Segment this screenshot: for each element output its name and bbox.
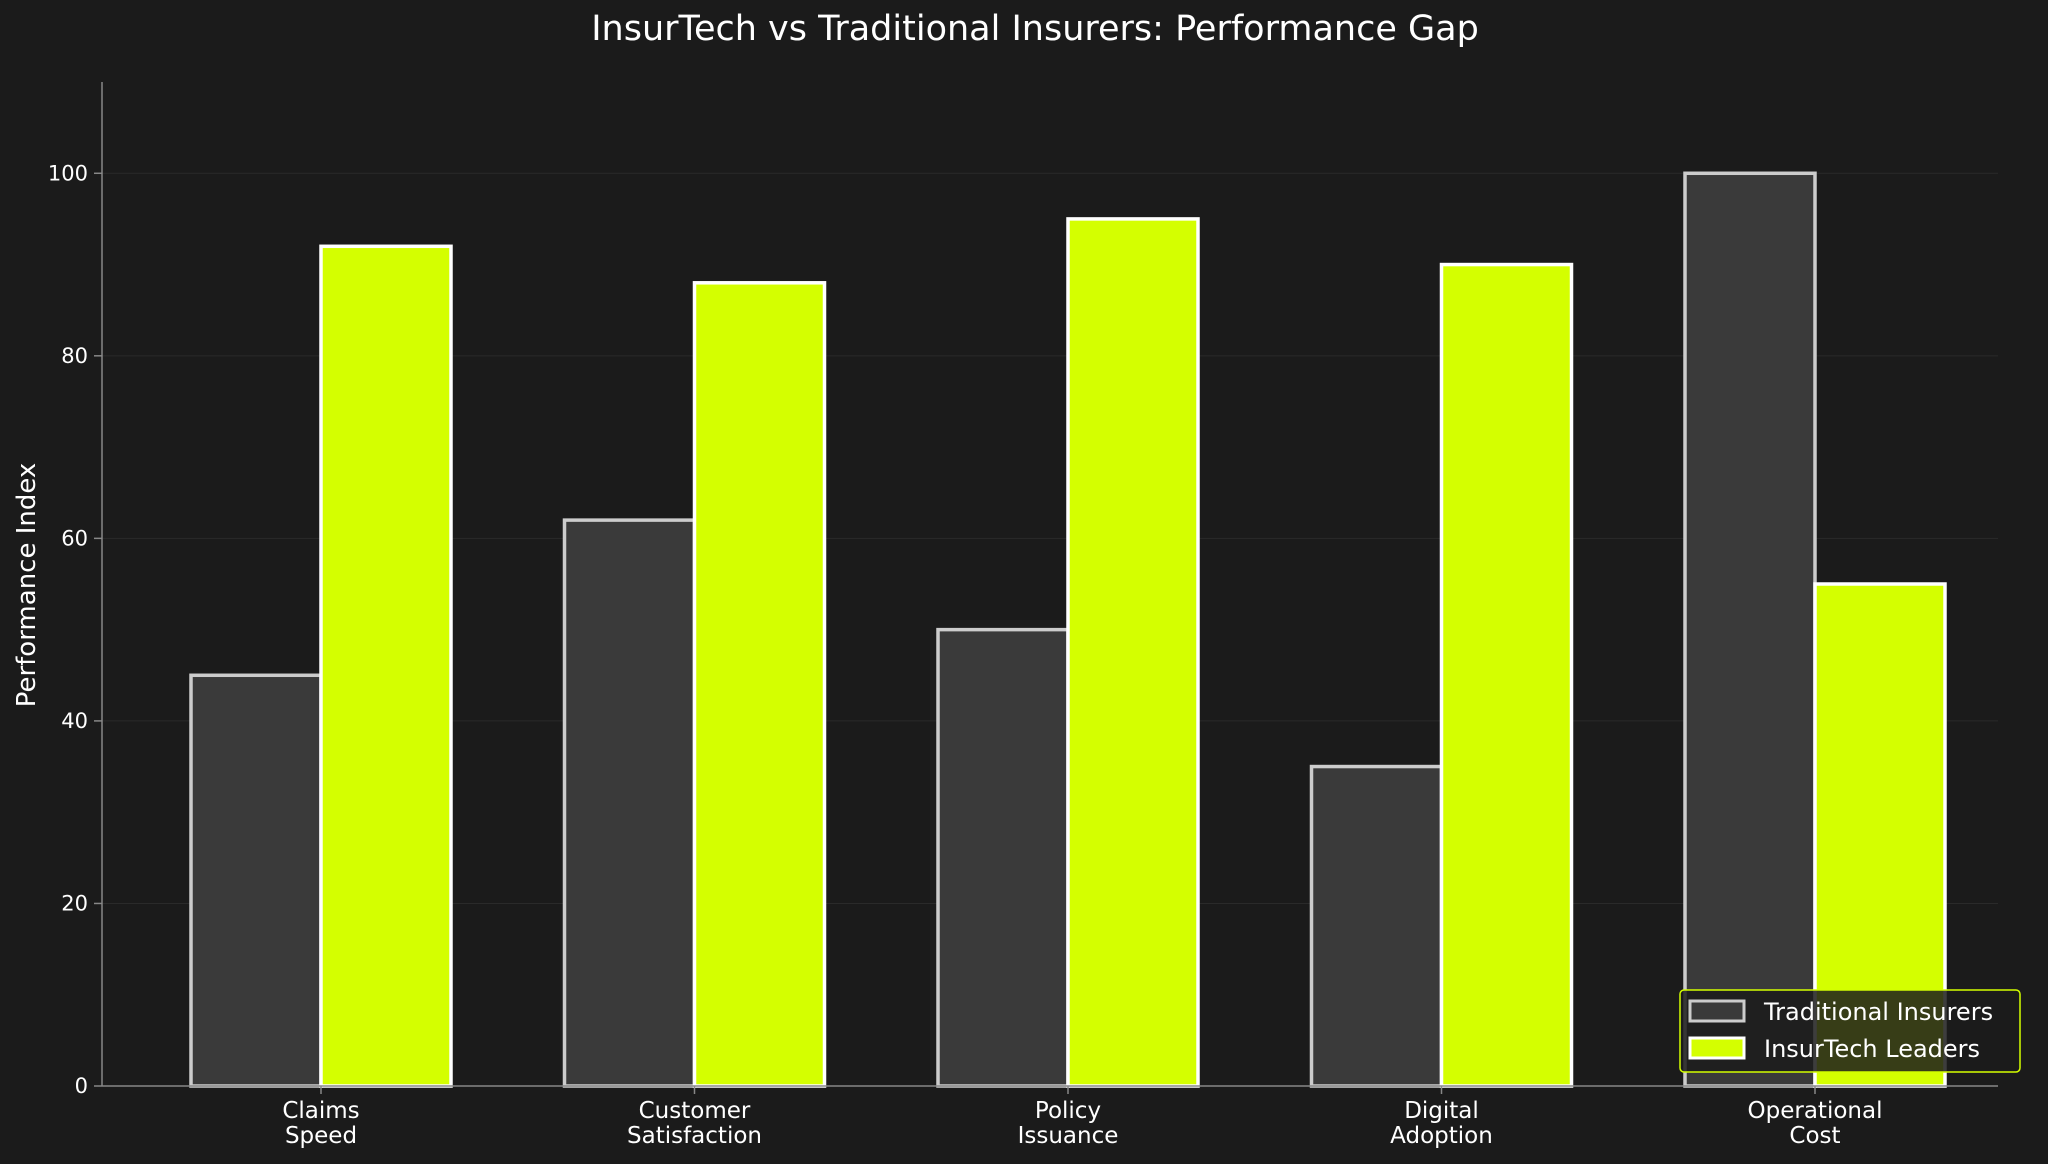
x-tick-label: Speed	[285, 1123, 357, 1149]
bar-insurtech-2	[1066, 217, 1200, 1088]
y-tick-label: 0	[75, 1074, 88, 1098]
y-tick-label: 100	[48, 161, 88, 185]
x-tick-label: Satisfaction	[627, 1123, 762, 1149]
chart-title: InsurTech vs Traditional Insurers: Perfo…	[591, 9, 1479, 49]
bar-traditional-0	[189, 673, 323, 1088]
bar-insurtech-1	[692, 281, 827, 1088]
bar-traditional-4	[1683, 171, 1817, 1088]
bar-insurtech-0	[319, 244, 453, 1088]
x-tick-label: Adoption	[1390, 1123, 1493, 1149]
y-tick-label: 60	[61, 526, 88, 550]
bars	[189, 171, 1947, 1088]
bar-insurtech-3	[1439, 262, 1574, 1088]
bar-traditional-2	[936, 627, 1070, 1088]
legend-swatch-traditional	[1688, 999, 1746, 1023]
x-tick-label: Policy	[1035, 1098, 1101, 1124]
legend-label-insurtech: InsurTech Leaders	[1764, 1035, 1980, 1063]
x-tick-label: Operational	[1748, 1098, 1883, 1124]
x-tick-label: Claims	[282, 1098, 359, 1124]
y-tick-label: 20	[61, 891, 88, 915]
y-axis-label: Performance Index	[12, 463, 42, 708]
tick-labels: 0 20 40 60 80 100	[48, 161, 88, 1098]
x-tick-label: Cost	[1789, 1123, 1840, 1149]
legend: Traditional Insurers InsurTech Leaders	[1679, 989, 2021, 1073]
legend-box	[1679, 989, 2021, 1073]
bar-traditional-3	[1309, 764, 1444, 1088]
legend-label-traditional: Traditional Insurers	[1763, 998, 1993, 1026]
legend-swatch-insurtech	[1688, 1036, 1746, 1060]
bar-traditional-1	[562, 518, 697, 1088]
y-tick-label: 80	[61, 344, 88, 368]
x-tick-label: Issuance	[1018, 1123, 1119, 1149]
y-tick-label: 40	[61, 709, 88, 733]
axes	[94, 82, 1998, 1094]
x-tick-label: Customer	[639, 1098, 751, 1124]
x-tick-label: Digital	[1404, 1098, 1479, 1124]
